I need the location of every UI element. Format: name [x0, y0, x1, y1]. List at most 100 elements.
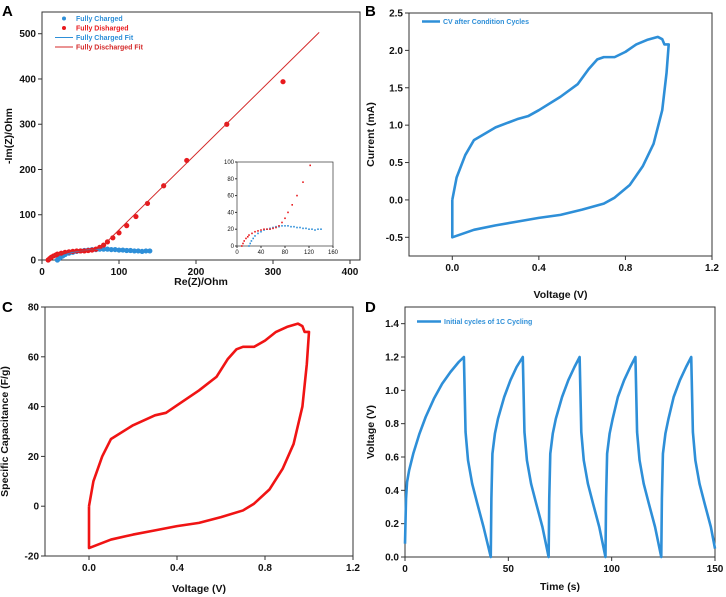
inset-data-point [290, 225, 292, 228]
x-tick-label: 150 [707, 564, 724, 575]
inset-data-point [281, 225, 283, 227]
inset-data-point [242, 242, 244, 245]
inset-data-point [302, 181, 304, 183]
inset-data-point [254, 230, 256, 233]
x-tick-label: 1.2 [705, 263, 719, 274]
y-tick-label: -0.5 [386, 233, 404, 244]
y-tick-label: 40 [227, 210, 234, 216]
legend-label: Fully Disharged [76, 26, 129, 33]
y-tick-label: 1.4 [385, 319, 399, 330]
y-tick-label: 1.0 [385, 386, 399, 397]
inset-data-point [284, 225, 286, 227]
y-tick-label: 0 [30, 256, 36, 267]
series-line-3 [47, 32, 320, 261]
inset-data-point [248, 245, 250, 247]
data-point [110, 235, 116, 241]
y-tick-label: 1.5 [389, 83, 403, 94]
inset-data-point [308, 228, 310, 230]
inset-data-point [252, 237, 254, 240]
x-tick-label: 0.8 [258, 563, 272, 574]
inset-data-point [243, 240, 245, 242]
y-tick-label: 80 [28, 303, 40, 314]
y-tick-label: 60 [227, 194, 234, 200]
panel-label: D [365, 299, 376, 316]
y-tick-label: 500 [19, 29, 36, 40]
y-tick-label: 0.2 [385, 519, 399, 530]
inset-data-point [314, 229, 316, 231]
inset-data-point [272, 226, 274, 229]
legend-label: Fully Charged [76, 16, 123, 23]
legend-label: Fully Discharged Fit [76, 45, 144, 52]
inset-data-point [278, 225, 280, 227]
panel-d: D 0 50 100 150 0.0 0.2 0.4 0.6 0.8 1.0 1.2 1.4 Time (… [365, 299, 724, 593]
x-tick-label: 0 [235, 250, 239, 256]
inset-data-point [263, 229, 265, 231]
inset-data-point [241, 245, 243, 247]
x-axis-title: Time (s) [540, 581, 580, 593]
y-tick-label: 400 [19, 74, 36, 85]
inset-data-point [284, 217, 286, 220]
data-point [184, 157, 190, 164]
panel-c: C 0.0 0.4 0.8 1.2 -20 0 20 40 60 80 Voltage (V) Spec… [0, 299, 360, 595]
y-tick-label: 20 [28, 452, 40, 463]
inset-data-point [275, 225, 277, 228]
y-axis-title: Voltage (V) [365, 405, 377, 459]
panel-label: C [2, 299, 13, 316]
x-tick-label: 0.0 [445, 263, 459, 274]
inset-data-point [260, 229, 262, 231]
x-tick-label: 0.8 [618, 263, 632, 274]
inset-background [237, 162, 333, 246]
x-tick-label: 0.4 [532, 263, 546, 274]
panel-label: A [2, 3, 13, 20]
inset-data-point [320, 228, 322, 230]
inset-data-point [281, 221, 283, 224]
x-tick-label: 50 [503, 564, 515, 575]
x-tick-label: 200 [188, 267, 205, 278]
y-tick-label: 20 [227, 227, 234, 233]
x-axis-title: Voltage (V) [172, 583, 226, 595]
y-tick-label: 2.5 [389, 9, 403, 20]
legend-label: Fully Charged Fit [76, 35, 134, 42]
legend-marker [62, 16, 66, 21]
plot-frame [41, 11, 361, 261]
y-tick-label: 0 [33, 502, 39, 513]
inset-plot: 0 40 80 120 160 0 20 40 60 80 100 [224, 160, 339, 256]
x-tick-label: 300 [265, 267, 282, 278]
y-tick-label: 40 [28, 402, 40, 413]
x-tick-label: 0.0 [82, 563, 96, 574]
x-tick-label: 120 [304, 250, 315, 256]
inset-data-point [287, 225, 289, 227]
inset-data-point [305, 227, 307, 230]
data-point [280, 79, 286, 85]
y-tick-label: 2.0 [389, 46, 403, 57]
inset-data-point [249, 242, 251, 245]
data-point [133, 213, 139, 220]
inset-data-point [302, 227, 304, 230]
inset-data-point [299, 226, 301, 229]
data-point [124, 223, 130, 229]
inset-data-point [245, 237, 247, 240]
y-tick-label: 0.8 [385, 419, 399, 430]
y-tick-label: 0.6 [385, 453, 399, 464]
panel-label: B [365, 3, 376, 20]
plot-frame [408, 12, 713, 257]
panel-a: A0 100 200 300 4000100200300400500Re(Z)/Ohm-… [2, 3, 361, 288]
inset-data-point [317, 228, 319, 230]
series-line-0 [403, 355, 717, 559]
y-tick-label: 0.4 [385, 486, 399, 497]
x-tick-label: 100 [111, 267, 128, 278]
y-axis-title: Current (mA) [365, 102, 377, 167]
inset-data-point [251, 232, 253, 235]
inset-data-point [254, 235, 256, 237]
y-tick-label: 60 [28, 352, 40, 363]
inset-data-point [269, 228, 271, 230]
inset-data-point [287, 211, 289, 214]
inset-data-point [293, 225, 295, 228]
inset-data-point [296, 194, 298, 197]
x-tick-label: 1.2 [346, 563, 360, 574]
x-axis-title: Voltage (V) [533, 289, 587, 301]
inset-data-point [275, 226, 277, 229]
inset-data-point [248, 234, 250, 236]
